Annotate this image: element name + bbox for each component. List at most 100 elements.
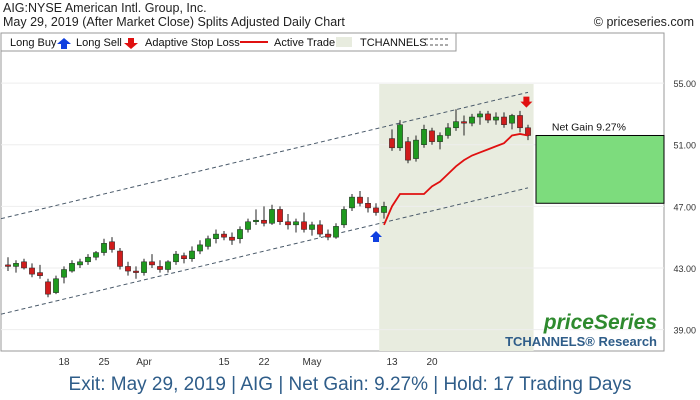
- tchannels-research-logo: TCHANNELS® Research: [505, 334, 657, 349]
- candle-body: [85, 256, 91, 263]
- candle-body: [141, 261, 147, 273]
- x-tick-label: 18: [58, 357, 70, 368]
- x-tick-label: 15: [218, 357, 230, 368]
- candle-body: [493, 116, 499, 121]
- candle-body: [413, 139, 419, 159]
- buy-arrow-icon: [370, 231, 382, 242]
- candle-body: [229, 236, 235, 241]
- candle-body: [221, 233, 227, 238]
- legend: Long Buy Long Sell Adaptive Stop Loss Ac…: [0, 32, 457, 52]
- candle-body: [133, 270, 139, 273]
- candle-body: [165, 261, 171, 270]
- candle-body: [445, 127, 451, 136]
- candle-body: [181, 255, 187, 259]
- candle-body: [509, 115, 515, 124]
- candles: [5, 109, 531, 298]
- candle-body: [349, 196, 355, 209]
- candle-body: [341, 209, 347, 226]
- sell-arrow-icon: [520, 96, 533, 108]
- y-tick-label: 39.00: [673, 326, 696, 336]
- candle-body: [485, 113, 491, 121]
- net-gain-label: Net Gain 9.27%: [552, 121, 626, 133]
- candle-body: [389, 138, 395, 149]
- x-tick-label: May: [303, 357, 322, 368]
- legend-adaptive-stop: Adaptive Stop Loss: [145, 37, 240, 49]
- y-axis: 39.00 43.00 47.00 51.00 55.00: [673, 79, 696, 335]
- candle-body: [469, 116, 475, 124]
- x-tick-label: 20: [426, 357, 438, 368]
- ticker-line: AIG:NYSE American Intl. Group, Inc.: [3, 1, 207, 15]
- channel-upper-line: [0, 91, 529, 220]
- candle-body: [429, 130, 435, 142]
- legend-sell-arrow-icon: [124, 38, 138, 49]
- candle-body: [109, 241, 115, 250]
- priceseries-logo: priceSeries: [543, 311, 657, 334]
- candle-body: [501, 116, 507, 125]
- candle-body: [93, 252, 99, 258]
- candle-body: [517, 115, 523, 129]
- candle-body: [5, 264, 11, 267]
- candle-body: [269, 209, 275, 224]
- candle-body: [309, 224, 315, 230]
- candle-body: [301, 221, 307, 230]
- candle-body: [53, 278, 59, 293]
- candle-body: [477, 113, 483, 118]
- candle-body: [189, 250, 195, 259]
- legend-active-trade: Active Trade: [274, 37, 335, 49]
- candle-body: [77, 261, 83, 266]
- candle-body: [373, 207, 379, 213]
- candle-body: [61, 269, 67, 278]
- x-tick-label: Apr: [136, 357, 152, 368]
- candle-body: [325, 233, 331, 238]
- copyright: © priceseries.com: [593, 15, 694, 29]
- candle-body: [157, 266, 163, 270]
- chart-subtitle: May 29, 2019 (After Market Close) Splits…: [3, 15, 345, 29]
- candle-body: [453, 121, 459, 129]
- candle-body: [381, 206, 387, 213]
- y-tick-label: 51.00: [673, 141, 696, 151]
- y-tick-label: 55.00: [673, 79, 696, 89]
- candle-body: [21, 261, 27, 269]
- y-tick-label: 43.00: [673, 264, 696, 274]
- adaptive-stop-line: [383, 133, 529, 226]
- candle-body: [405, 141, 411, 161]
- candle-body: [397, 124, 403, 149]
- y-tick-label: 47.00: [673, 202, 696, 212]
- legend-buy-arrow-icon: [57, 38, 71, 49]
- legend-long-sell: Long Sell: [76, 37, 122, 49]
- candle-body: [261, 219, 267, 224]
- candle-body: [125, 266, 131, 272]
- candle-body: [461, 121, 467, 124]
- candle-body: [29, 267, 35, 275]
- candle-body: [69, 263, 75, 272]
- channel-lower-line: [0, 187, 529, 315]
- candle-body: [357, 196, 363, 204]
- candle-body: [45, 281, 51, 295]
- candle-body: [101, 243, 107, 253]
- candle-body: [421, 129, 427, 145]
- candle-body: [317, 224, 323, 235]
- candle-body: [13, 263, 19, 267]
- x-tick-label: 25: [98, 357, 110, 368]
- x-tick-label: 13: [386, 357, 398, 368]
- candle-body: [205, 238, 211, 247]
- net-gain-box: [535, 134, 665, 204]
- trade-summary-footer: Exit: May 29, 2019 | AIG | Net Gain: 9.2…: [68, 374, 632, 395]
- candle-body: [245, 221, 251, 230]
- candle-body: [365, 203, 371, 209]
- x-axis: 18 25 Apr 15 22 May 13 20: [58, 357, 438, 368]
- candle-body: [293, 221, 299, 226]
- candle-body: [173, 253, 179, 263]
- candle-body: [149, 261, 155, 266]
- candle-body: [437, 135, 443, 142]
- candle-body: [37, 272, 43, 276]
- x-tick-label: 22: [258, 357, 270, 368]
- legend-active-trade-swatch: [336, 37, 352, 47]
- candle-body: [213, 233, 219, 239]
- price-chart: Net Gain 9.27% 39.00 43.00 47.00 51.00 55.00…: [0, 32, 696, 368]
- candle-body: [197, 244, 203, 252]
- candle-body: [277, 209, 283, 223]
- candle-body: [237, 229, 243, 239]
- legend-tchannels: TCHANNELS: [360, 37, 427, 49]
- candle-body: [117, 250, 123, 267]
